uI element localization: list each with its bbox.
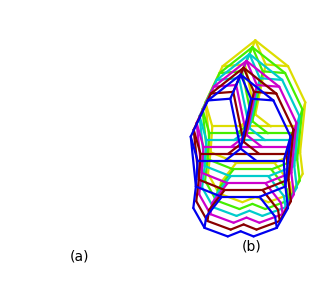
Text: (a): (a): [70, 250, 90, 264]
Text: (b): (b): [241, 239, 261, 253]
